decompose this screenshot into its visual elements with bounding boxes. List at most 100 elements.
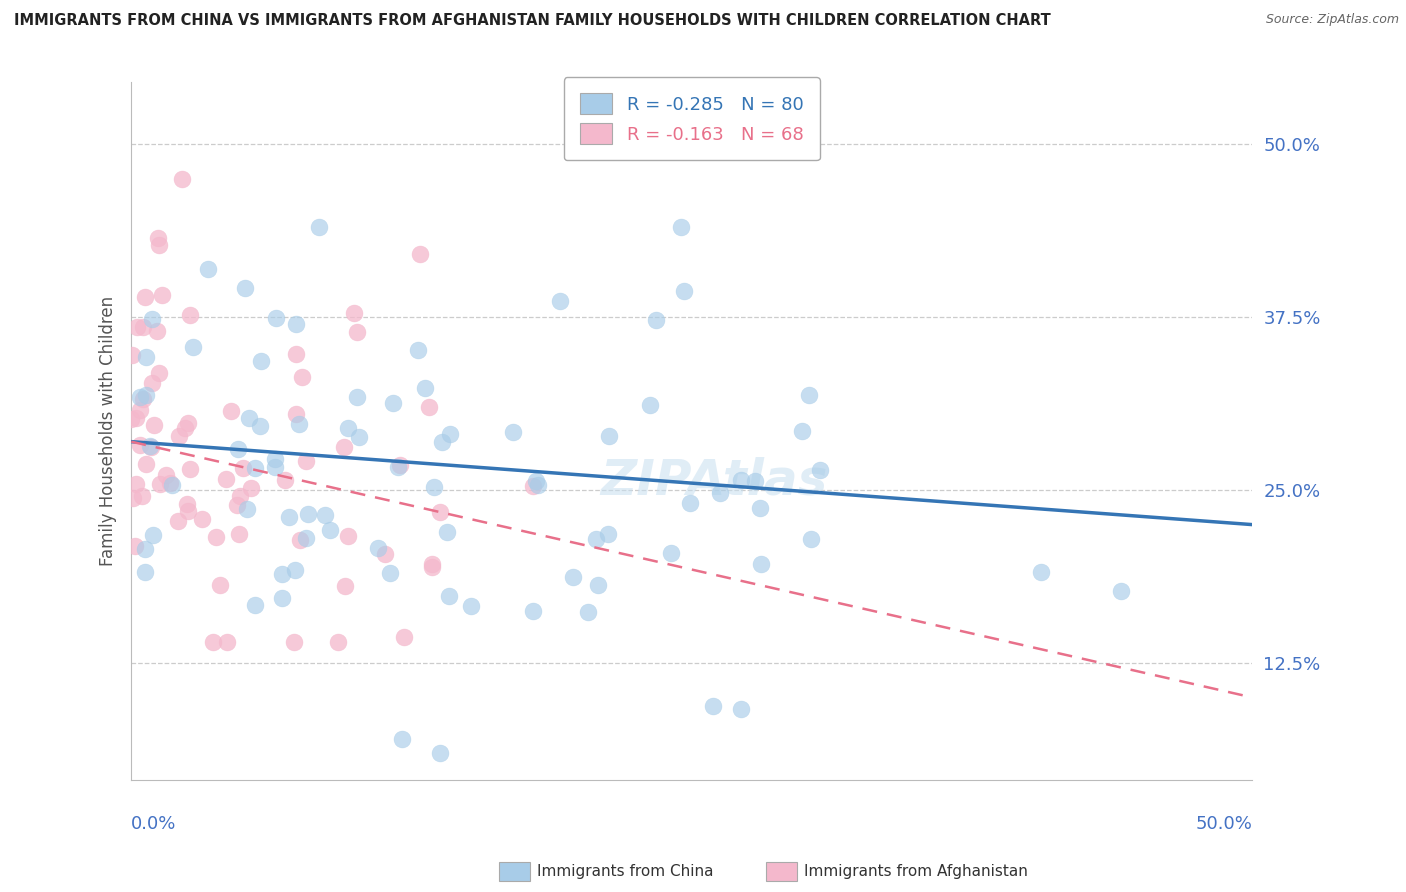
Point: [314, 508, 336, 522]
Point: [125, 410, 148, 425]
Point: [346, 390, 368, 404]
Point: [148, 238, 170, 252]
Point: [333, 579, 356, 593]
Point: [205, 530, 228, 544]
Point: [148, 477, 170, 491]
Point: [202, 635, 225, 649]
Point: [232, 461, 254, 475]
Point: [638, 398, 661, 412]
Point: [284, 563, 307, 577]
Point: [800, 532, 823, 546]
Point: [146, 231, 169, 245]
Point: [131, 489, 153, 503]
Point: [226, 498, 249, 512]
Point: [215, 472, 238, 486]
Point: [418, 400, 440, 414]
Point: [124, 540, 146, 554]
Point: [122, 491, 145, 506]
Point: [672, 284, 695, 298]
Point: [120, 412, 142, 426]
Point: [148, 366, 170, 380]
Point: [145, 324, 167, 338]
Point: [1109, 584, 1132, 599]
Point: [1029, 566, 1052, 580]
Point: [263, 459, 285, 474]
Point: [249, 419, 271, 434]
Point: [179, 309, 201, 323]
Point: [679, 496, 702, 510]
Point: [236, 501, 259, 516]
Point: [388, 458, 411, 473]
Point: [598, 429, 620, 443]
Point: [142, 528, 165, 542]
Point: [709, 486, 731, 500]
Point: [264, 310, 287, 325]
Point: [429, 505, 451, 519]
Point: [644, 313, 666, 327]
Point: [135, 350, 157, 364]
Point: [191, 512, 214, 526]
Point: [797, 387, 820, 401]
Point: [271, 591, 294, 605]
Point: [420, 557, 443, 571]
Point: [429, 746, 451, 760]
Point: [391, 731, 413, 746]
Point: [270, 566, 292, 581]
Point: [308, 220, 330, 235]
Point: [346, 325, 368, 339]
Point: [409, 246, 432, 260]
Point: [527, 478, 550, 492]
Point: [343, 306, 366, 320]
Point: [287, 417, 309, 431]
Point: [159, 475, 181, 490]
Point: [422, 560, 444, 574]
Point: [229, 490, 252, 504]
Point: [437, 589, 460, 603]
Point: [238, 411, 260, 425]
Point: [181, 340, 204, 354]
Point: [129, 390, 152, 404]
Point: [243, 598, 266, 612]
Point: [423, 480, 446, 494]
Point: [524, 474, 547, 488]
Point: [394, 630, 416, 644]
Point: [430, 435, 453, 450]
Point: [744, 474, 766, 488]
Point: [585, 532, 607, 546]
Point: [285, 407, 308, 421]
Text: 50.0%: 50.0%: [1195, 815, 1253, 833]
Point: [173, 421, 195, 435]
Point: [381, 396, 404, 410]
Point: [134, 289, 156, 303]
Point: [387, 459, 409, 474]
Text: IMMIGRANTS FROM CHINA VS IMMIGRANTS FROM AFGHANISTAN FAMILY HOUSEHOLDS WITH CHIL: IMMIGRANTS FROM CHINA VS IMMIGRANTS FROM…: [14, 13, 1050, 29]
Point: [548, 293, 571, 308]
Point: [730, 473, 752, 487]
Point: [374, 547, 396, 561]
Point: [790, 424, 813, 438]
Point: [460, 599, 482, 613]
Point: [215, 635, 238, 649]
Point: [177, 504, 200, 518]
Point: [170, 172, 193, 186]
Text: 0.0%: 0.0%: [131, 815, 177, 833]
Point: [177, 416, 200, 430]
Point: [243, 460, 266, 475]
Point: [167, 514, 190, 528]
Point: [142, 418, 165, 433]
Point: [167, 428, 190, 442]
Point: [150, 287, 173, 301]
Point: [291, 369, 314, 384]
Point: [347, 430, 370, 444]
Point: [808, 463, 831, 477]
Point: [141, 312, 163, 326]
Point: [378, 566, 401, 580]
Point: [233, 280, 256, 294]
Point: [319, 523, 342, 537]
Point: [135, 457, 157, 471]
Text: ZIPAtlas: ZIPAtlas: [600, 456, 828, 504]
Point: [502, 425, 524, 439]
Point: [283, 635, 305, 649]
Point: [337, 421, 360, 435]
Point: [406, 343, 429, 357]
